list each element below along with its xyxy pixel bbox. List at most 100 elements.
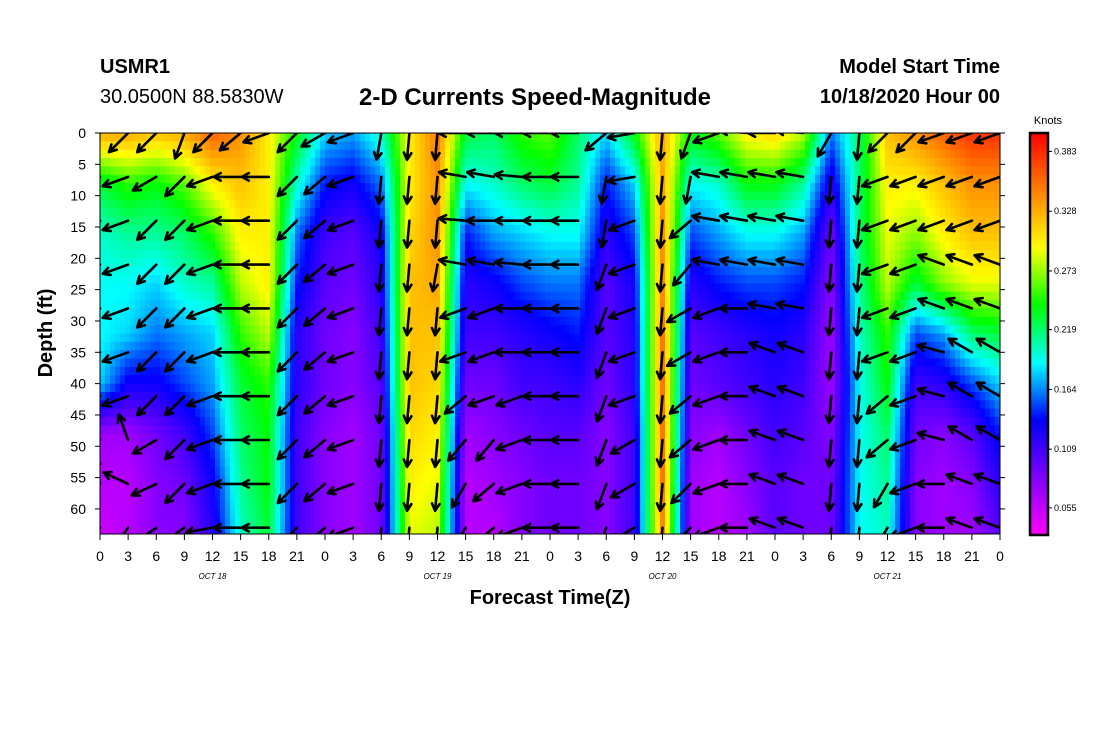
heatmap-cell — [370, 308, 376, 318]
heatmap-cell — [930, 141, 936, 151]
heatmap-cell — [925, 208, 931, 218]
heatmap-cell — [590, 191, 596, 201]
heatmap-cell — [990, 166, 996, 176]
heatmap-cell — [740, 316, 746, 326]
heatmap-cell — [650, 333, 656, 343]
heatmap-cell — [135, 249, 141, 259]
heatmap-cell — [245, 325, 251, 335]
heatmap-cell — [210, 191, 216, 201]
heatmap-cell — [240, 275, 246, 284]
heatmap-cell — [500, 333, 506, 343]
heatmap-cell — [630, 358, 636, 368]
heatmap-cell — [950, 224, 956, 234]
heatmap-cell — [370, 275, 376, 284]
heatmap-cell — [435, 191, 441, 201]
heatmap-cell — [590, 258, 596, 268]
heatmap-cell — [445, 224, 451, 234]
heatmap-cell — [625, 224, 631, 234]
heatmap-cell — [655, 258, 661, 268]
heatmap-cell — [135, 158, 141, 168]
heatmap-cell — [150, 300, 156, 310]
heatmap-cell — [675, 208, 681, 218]
heatmap-cell — [645, 183, 651, 193]
heatmap-cell — [560, 275, 566, 284]
heatmap-cell — [670, 350, 676, 360]
heatmap-cell — [285, 191, 291, 201]
heatmap-cell — [265, 141, 271, 151]
heatmap-cell — [220, 300, 226, 310]
heatmap-cell — [610, 249, 616, 259]
heatmap-cell — [770, 325, 776, 335]
heatmap-cell — [360, 325, 366, 335]
heatmap-cell — [445, 316, 451, 326]
heatmap-cell — [630, 308, 636, 318]
heatmap-cell — [495, 333, 501, 343]
heatmap-cell — [865, 224, 871, 234]
heatmap-cell — [170, 191, 176, 201]
heatmap-cell — [445, 308, 451, 318]
heatmap-cell — [275, 174, 281, 184]
heatmap-cell — [255, 316, 261, 326]
heatmap-cell — [650, 341, 656, 351]
heatmap-cell — [750, 241, 756, 251]
heatmap-cell — [190, 341, 196, 351]
heatmap-cell — [810, 316, 816, 326]
heatmap-cell — [910, 183, 916, 193]
heatmap-cell — [965, 233, 971, 243]
heatmap-cell — [445, 283, 451, 293]
heatmap-cell — [655, 233, 661, 243]
heatmap-cell — [165, 258, 171, 268]
heatmap-cell — [590, 249, 596, 259]
heatmap-cell — [275, 291, 281, 301]
heatmap-cell — [445, 266, 451, 276]
heatmap-cell — [785, 133, 791, 142]
heatmap-cell — [465, 266, 471, 276]
heatmap-cell — [385, 241, 391, 251]
heatmap-cell — [310, 191, 316, 201]
heatmap-cell — [550, 158, 556, 168]
heatmap-cell — [510, 149, 516, 159]
heatmap-cell — [430, 341, 436, 351]
heatmap-cell — [820, 183, 826, 193]
heatmap-cell — [175, 308, 181, 318]
heatmap-cell — [805, 350, 811, 360]
heatmap-cell — [715, 141, 721, 151]
heatmap-cell — [445, 233, 451, 243]
heatmap-cell — [115, 283, 121, 293]
heatmap-cell — [325, 325, 331, 335]
heatmap-cell — [715, 249, 721, 259]
heatmap-cell — [185, 191, 191, 201]
heatmap-cell — [415, 283, 421, 293]
heatmap-cell — [270, 333, 276, 343]
heatmap-cell — [885, 291, 891, 301]
heatmap-cell — [875, 333, 881, 343]
heatmap-cell — [200, 358, 206, 368]
heatmap-cell — [475, 174, 481, 184]
heatmap-cell — [270, 283, 276, 293]
heatmap-cell — [765, 341, 771, 351]
heatmap-cell — [425, 291, 431, 301]
heatmap-cell — [400, 158, 406, 168]
heatmap-cell — [105, 241, 111, 251]
heatmap-cell — [415, 350, 421, 360]
heatmap-cell — [650, 233, 656, 243]
heatmap-cell — [745, 325, 751, 335]
heatmap-cell — [240, 283, 246, 293]
heatmap-cell — [800, 258, 806, 268]
heatmap-cell — [615, 341, 621, 351]
heatmap-cell — [665, 216, 671, 226]
heatmap-cell — [975, 341, 981, 351]
heatmap-cell — [150, 258, 156, 268]
heatmap-cell — [160, 241, 166, 251]
heatmap-cell — [515, 183, 521, 193]
heatmap-cell — [110, 358, 116, 368]
heatmap-cell — [145, 308, 151, 318]
heatmap-cell — [710, 149, 716, 159]
heatmap-cell — [280, 208, 286, 218]
heatmap-cell — [135, 174, 141, 184]
heatmap-cell — [400, 149, 406, 159]
heatmap-cell — [585, 275, 591, 284]
heatmap-cell — [375, 249, 381, 259]
heatmap-cell — [270, 325, 276, 335]
heatmap-cell — [590, 158, 596, 168]
